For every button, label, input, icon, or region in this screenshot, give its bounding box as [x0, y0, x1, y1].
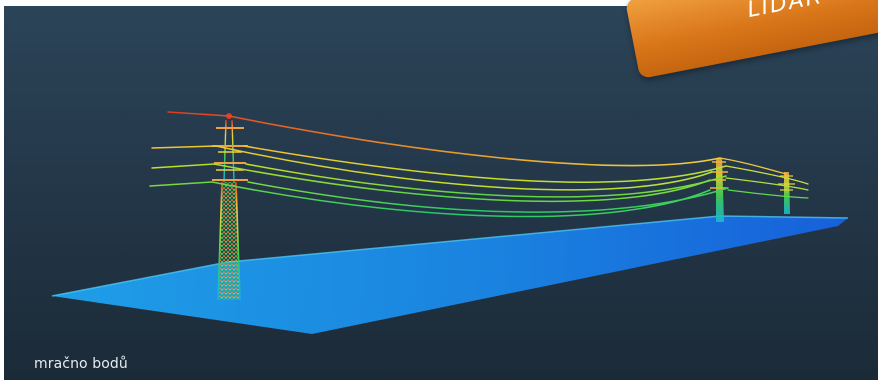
power-lines	[149, 111, 809, 218]
caption-label: mračno bodů	[34, 356, 128, 372]
far-tower-2	[778, 172, 795, 214]
point-cloud-viewport[interactable]: mračno bodů	[4, 6, 878, 380]
point-cloud-scene	[51, 111, 849, 334]
ground-surface	[52, 216, 848, 334]
ground-edge-highlight	[51, 215, 849, 297]
near-tower	[212, 113, 248, 301]
